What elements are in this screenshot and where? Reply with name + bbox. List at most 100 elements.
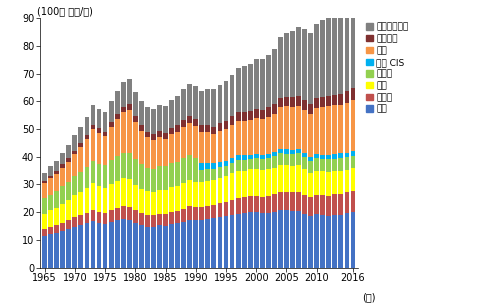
- Bar: [151, 169, 156, 192]
- Bar: [54, 191, 59, 208]
- Bar: [109, 160, 113, 185]
- Bar: [151, 226, 156, 268]
- Bar: [90, 221, 95, 268]
- Bar: [90, 161, 95, 183]
- Bar: [109, 101, 113, 122]
- Bar: [199, 125, 204, 132]
- Bar: [314, 158, 319, 171]
- Bar: [230, 215, 235, 268]
- Bar: [187, 123, 192, 155]
- Bar: [278, 107, 283, 149]
- Bar: [175, 186, 180, 211]
- Bar: [327, 95, 331, 106]
- Bar: [230, 173, 235, 200]
- Bar: [314, 154, 319, 158]
- Bar: [278, 165, 283, 192]
- Bar: [314, 108, 319, 154]
- Bar: [193, 182, 198, 207]
- Bar: [96, 129, 101, 133]
- Bar: [224, 202, 229, 216]
- Bar: [218, 217, 222, 268]
- Bar: [218, 131, 222, 162]
- Bar: [272, 168, 277, 194]
- Bar: [54, 161, 59, 171]
- Bar: [321, 195, 325, 215]
- Bar: [278, 149, 283, 153]
- Bar: [254, 169, 258, 196]
- Bar: [145, 137, 150, 168]
- Bar: [302, 195, 307, 214]
- Bar: [181, 183, 186, 209]
- Bar: [236, 155, 241, 160]
- Bar: [84, 117, 89, 135]
- Bar: [121, 206, 126, 219]
- Bar: [109, 127, 113, 160]
- Bar: [321, 159, 325, 171]
- Bar: [236, 68, 241, 112]
- Bar: [344, 213, 349, 268]
- Bar: [272, 104, 277, 113]
- Bar: [157, 226, 162, 268]
- Bar: [127, 104, 132, 110]
- Bar: [272, 194, 277, 212]
- Bar: [121, 112, 126, 153]
- Bar: [218, 203, 222, 217]
- Bar: [175, 211, 180, 223]
- Bar: [321, 97, 325, 107]
- Bar: [84, 223, 89, 268]
- Bar: [332, 171, 337, 194]
- Bar: [139, 125, 144, 131]
- Bar: [218, 85, 222, 123]
- Bar: [212, 219, 216, 268]
- Bar: [242, 155, 247, 160]
- Bar: [48, 227, 53, 234]
- Bar: [242, 67, 247, 112]
- Bar: [338, 194, 343, 215]
- Bar: [224, 129, 229, 161]
- Bar: [350, 168, 355, 191]
- Bar: [48, 178, 53, 195]
- Bar: [236, 171, 241, 198]
- Bar: [157, 131, 162, 137]
- Bar: [115, 91, 120, 114]
- Bar: [308, 157, 313, 161]
- Bar: [90, 183, 95, 210]
- Bar: [175, 96, 180, 125]
- Bar: [96, 164, 101, 186]
- Bar: [327, 154, 331, 159]
- Bar: [73, 217, 77, 227]
- Bar: [290, 192, 295, 211]
- Bar: [73, 154, 77, 176]
- Bar: [181, 89, 186, 119]
- Bar: [145, 168, 150, 191]
- Bar: [290, 154, 295, 166]
- Bar: [296, 27, 301, 96]
- Bar: [67, 158, 71, 162]
- Bar: [60, 168, 65, 186]
- Bar: [212, 89, 216, 126]
- Bar: [42, 229, 47, 236]
- Bar: [338, 171, 343, 194]
- Bar: [84, 188, 89, 213]
- Bar: [133, 223, 138, 268]
- Bar: [139, 164, 144, 188]
- Bar: [96, 223, 101, 268]
- Bar: [187, 206, 192, 220]
- Bar: [332, 105, 337, 154]
- Bar: [48, 210, 53, 227]
- Bar: [302, 157, 307, 169]
- Bar: [151, 192, 156, 215]
- Bar: [84, 167, 89, 188]
- Text: (年): (年): [362, 292, 376, 302]
- Bar: [139, 188, 144, 213]
- Bar: [266, 169, 271, 196]
- Bar: [205, 219, 210, 268]
- Bar: [169, 100, 174, 128]
- Bar: [290, 150, 295, 154]
- Bar: [242, 121, 247, 155]
- Bar: [145, 191, 150, 215]
- Bar: [218, 123, 222, 131]
- Bar: [350, 212, 355, 268]
- Bar: [224, 216, 229, 268]
- Bar: [90, 210, 95, 221]
